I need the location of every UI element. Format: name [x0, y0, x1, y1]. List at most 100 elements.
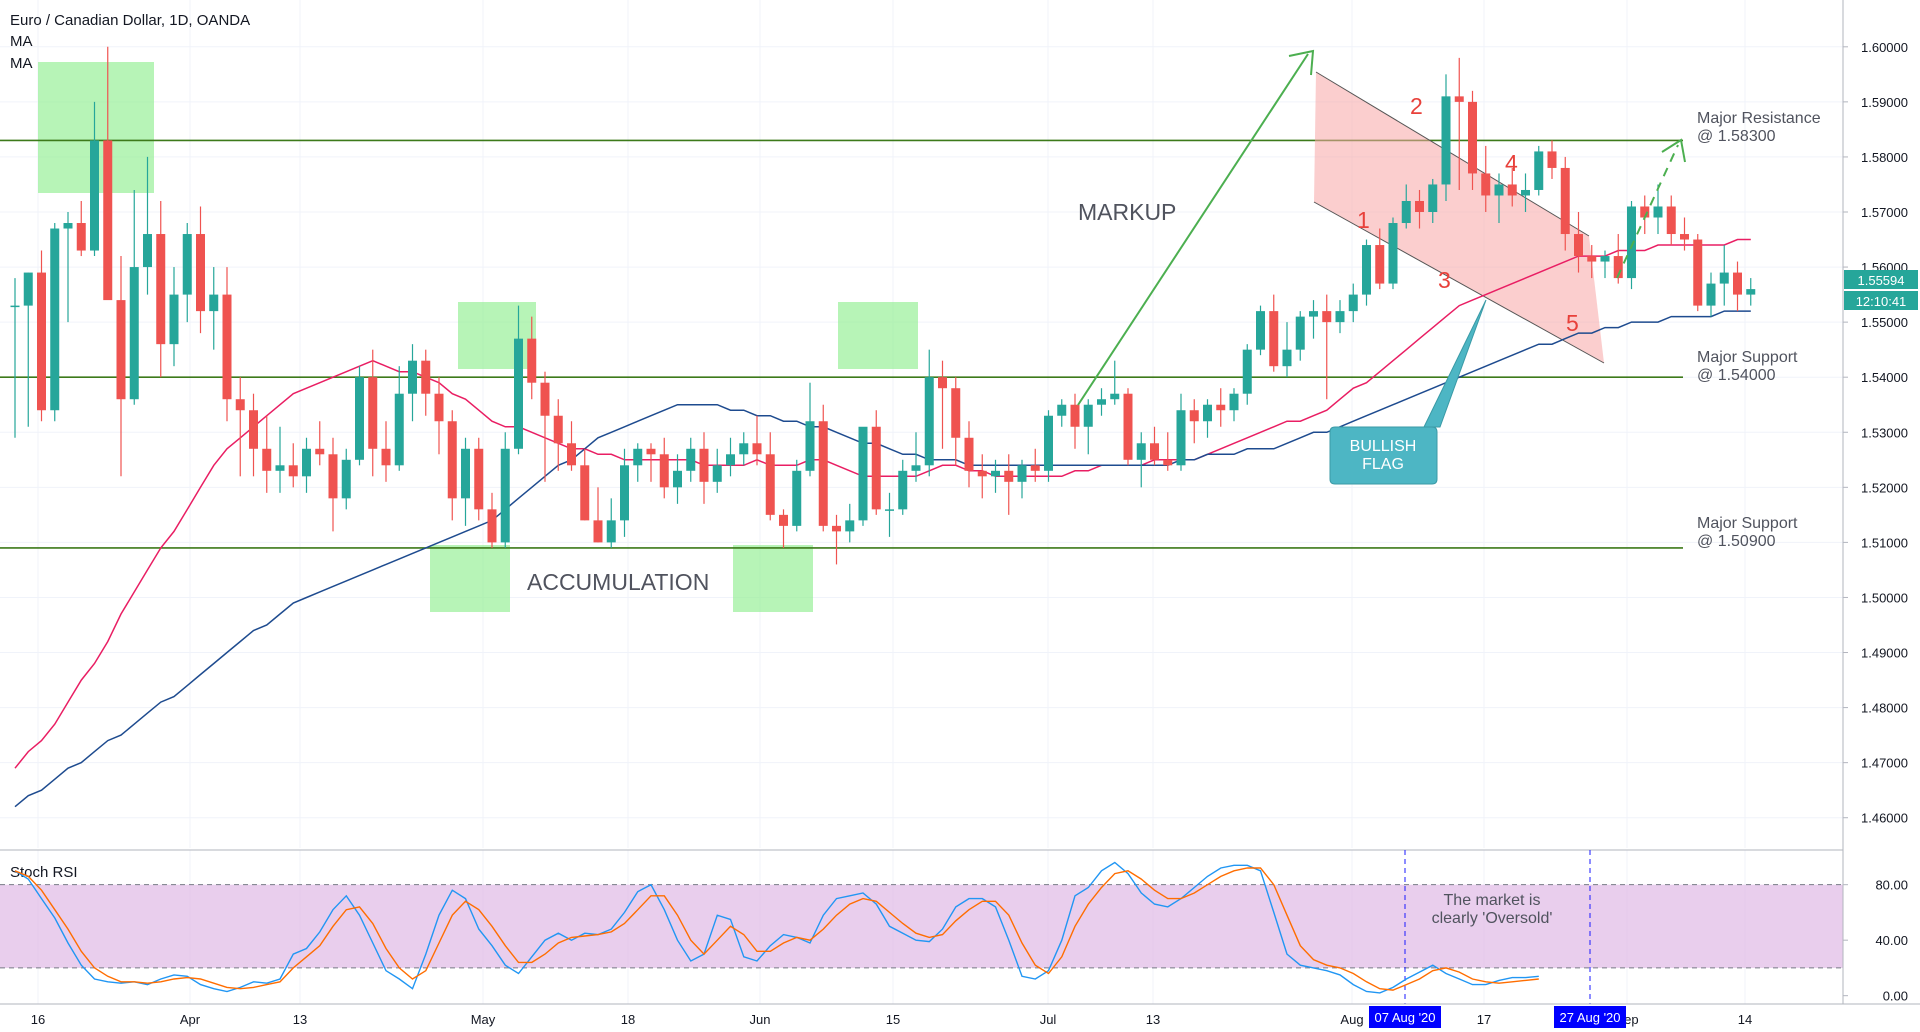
candle-body	[1375, 245, 1385, 284]
candle-body	[1203, 404, 1212, 422]
candle-body	[1295, 316, 1305, 350]
candle-body	[553, 415, 563, 444]
candle	[885, 492, 894, 537]
candle-body	[1004, 470, 1014, 482]
candle	[63, 212, 73, 323]
candle	[500, 432, 510, 548]
candle	[871, 410, 881, 515]
candle	[315, 421, 325, 466]
projection-arrow-line	[1616, 144, 1679, 279]
candle-body	[593, 520, 603, 543]
candle	[924, 349, 934, 477]
candle	[10, 278, 20, 438]
candle-body	[1481, 173, 1491, 196]
candle	[646, 443, 656, 482]
candle-body	[23, 272, 33, 306]
candle-body	[765, 454, 775, 515]
candle-body	[381, 448, 391, 466]
candle	[235, 377, 245, 477]
candle	[368, 349, 378, 477]
candle	[1136, 432, 1146, 488]
candle-body	[1362, 245, 1371, 295]
candle	[341, 448, 351, 510]
oversold-note: clearly 'Oversold'	[1432, 910, 1553, 927]
candles	[10, 46, 1756, 565]
candle-body	[461, 448, 470, 499]
candle	[832, 514, 841, 565]
candle-body	[103, 140, 113, 301]
candle	[1229, 388, 1239, 422]
candle-body	[712, 465, 722, 482]
candle-body	[673, 470, 682, 488]
oversold-note: The market is	[1444, 892, 1541, 909]
candle	[1348, 283, 1358, 323]
candle-body	[196, 234, 205, 312]
candle	[567, 421, 576, 471]
candle-body	[1666, 206, 1676, 235]
candle-body	[500, 448, 510, 543]
candle	[964, 421, 974, 488]
time-axis-label: 18	[621, 1012, 635, 1027]
candle	[633, 443, 643, 482]
candle	[1044, 410, 1053, 482]
candle	[1547, 140, 1557, 179]
candle	[421, 349, 431, 416]
candle-body	[871, 426, 881, 510]
candle	[394, 366, 404, 471]
price-axis-label: 1.52000	[1861, 480, 1908, 495]
candle-body	[567, 443, 576, 466]
candle-body	[1123, 393, 1133, 460]
candle-body	[37, 272, 46, 411]
support-label-1509: Major Support	[1697, 515, 1798, 532]
candle-body	[1150, 443, 1159, 460]
candle-body	[1388, 223, 1398, 284]
candle	[447, 410, 457, 521]
candle	[1746, 278, 1756, 306]
stoch-axis-label: 80.00	[1875, 878, 1908, 893]
candle-body	[209, 294, 219, 312]
date-badge-2	[1554, 1006, 1626, 1028]
candle-body	[858, 426, 868, 521]
bullish-flag-channel	[1313, 71, 1605, 364]
candle-body	[262, 448, 272, 471]
candle-body	[1428, 184, 1438, 212]
candle	[381, 421, 391, 482]
stoch-title: Stoch RSI	[10, 864, 78, 881]
candle	[673, 454, 682, 504]
candle-body	[1706, 283, 1716, 306]
candle-body	[1256, 311, 1265, 350]
price-axis-label: 1.49000	[1861, 646, 1908, 661]
candle	[1534, 145, 1544, 196]
candle	[1680, 217, 1689, 251]
candle-body	[434, 393, 444, 422]
candle-body	[1733, 272, 1742, 295]
candle	[103, 46, 113, 301]
candle	[156, 200, 166, 378]
candle	[487, 492, 497, 548]
candle-body	[1560, 167, 1570, 235]
candle	[898, 459, 908, 515]
candle	[288, 443, 298, 488]
projection-arrow-head	[1661, 138, 1686, 163]
candle	[37, 250, 46, 422]
candle	[23, 272, 33, 427]
candle-body	[1348, 294, 1358, 312]
candle	[116, 256, 126, 477]
candle	[540, 371, 550, 482]
candle-body	[328, 454, 338, 499]
ma-fast-line	[14, 238, 1751, 769]
candle	[1295, 311, 1305, 361]
candle-body	[1282, 349, 1292, 367]
candle-body	[620, 465, 629, 521]
flag-channel-upper	[1315, 71, 1590, 237]
price-axis-label: 1.54000	[1861, 370, 1908, 385]
candle-body	[646, 448, 656, 455]
candle-body	[540, 382, 550, 416]
candle-body	[63, 223, 73, 229]
candle	[1110, 360, 1120, 405]
candle	[1057, 399, 1067, 427]
candle	[659, 437, 669, 499]
